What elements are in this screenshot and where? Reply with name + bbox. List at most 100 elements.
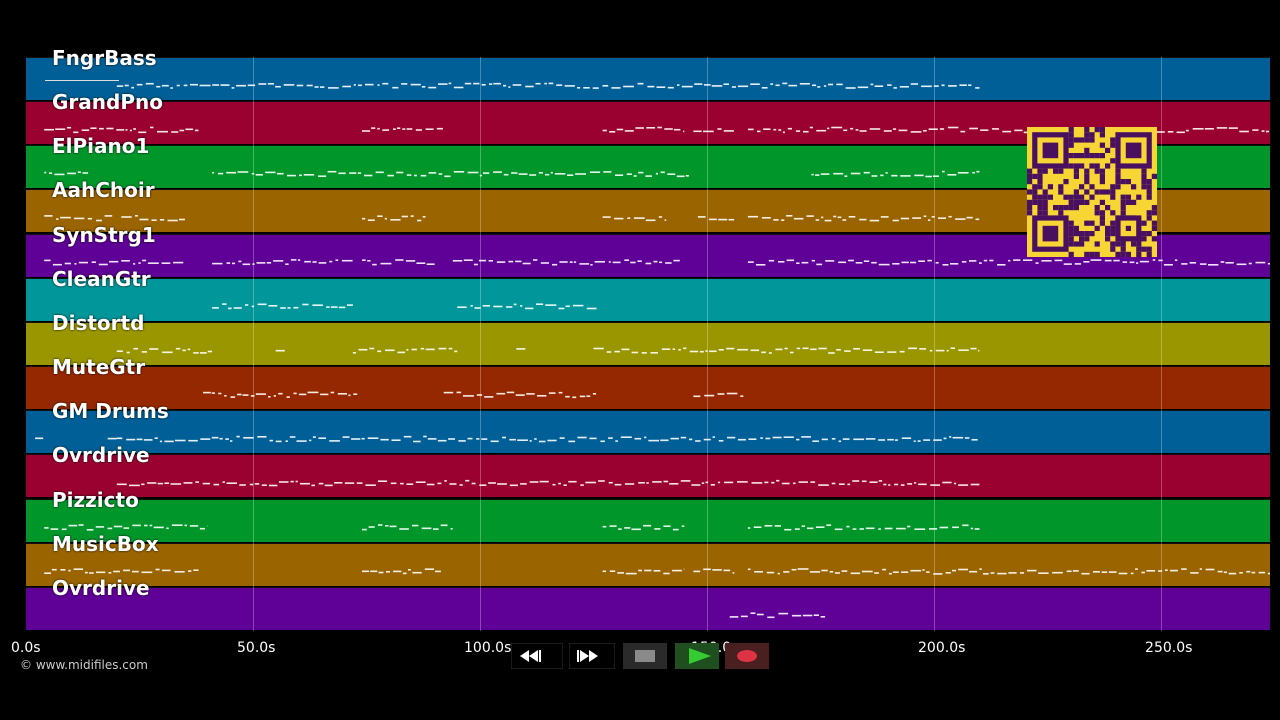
- record-button[interactable]: [725, 643, 769, 669]
- track-row[interactable]: [26, 586, 1270, 630]
- note: [91, 261, 96, 263]
- note: [782, 82, 788, 85]
- note: [95, 526, 105, 528]
- note: [406, 128, 413, 130]
- note: [654, 528, 661, 530]
- time-tick-label: 250.0s: [1145, 640, 1193, 656]
- note: [616, 128, 624, 131]
- note: [575, 173, 586, 175]
- note: [257, 303, 267, 306]
- note: [624, 483, 635, 485]
- note: [708, 218, 717, 221]
- note: [138, 131, 147, 134]
- note: [269, 439, 273, 442]
- note: [361, 437, 365, 440]
- note: [899, 86, 909, 88]
- note: [624, 527, 631, 529]
- rewind-button[interactable]: [511, 643, 563, 669]
- note: [768, 259, 775, 262]
- note: [502, 436, 506, 439]
- track-row[interactable]: [26, 321, 1270, 365]
- note: [810, 348, 817, 351]
- track-row[interactable]: [26, 542, 1270, 586]
- note: [538, 172, 543, 174]
- note: [833, 215, 837, 218]
- note: [126, 438, 136, 441]
- note-layer: [35, 82, 1270, 619]
- note: [258, 83, 267, 85]
- note: [108, 572, 112, 574]
- track-row[interactable]: [26, 277, 1270, 321]
- note: [945, 572, 951, 574]
- note: [297, 259, 301, 261]
- note: [358, 84, 362, 87]
- note: [547, 439, 557, 442]
- note: [136, 438, 143, 441]
- note: [807, 527, 814, 530]
- fast-forward-button[interactable]: [569, 643, 615, 669]
- note: [493, 171, 502, 173]
- track-row[interactable]: [26, 454, 1270, 498]
- note: [609, 570, 616, 572]
- note: [141, 571, 153, 574]
- note: [670, 437, 679, 440]
- note: [372, 263, 377, 266]
- note: [474, 307, 481, 309]
- note: [750, 83, 760, 85]
- note: [213, 483, 220, 486]
- note: [327, 170, 337, 173]
- note: [786, 259, 795, 262]
- note: [878, 439, 886, 441]
- note: [816, 129, 827, 132]
- note: [286, 396, 290, 398]
- note: [151, 219, 157, 221]
- note: [391, 439, 401, 441]
- note: [646, 127, 656, 129]
- note: [237, 171, 249, 173]
- track-row[interactable]: [26, 57, 1270, 100]
- note: [162, 351, 173, 354]
- note: [1239, 572, 1243, 574]
- note: [99, 127, 104, 130]
- note: [503, 84, 507, 87]
- note: [133, 128, 136, 130]
- note: [537, 395, 547, 397]
- note: [188, 570, 192, 572]
- play-button[interactable]: [675, 643, 719, 669]
- note: [614, 483, 622, 486]
- note: [438, 347, 447, 350]
- note: [883, 483, 887, 486]
- note: [727, 436, 736, 439]
- note: [631, 351, 639, 354]
- note: [1108, 571, 1117, 573]
- track-row[interactable]: [26, 498, 1270, 542]
- note: [44, 527, 49, 529]
- note: [782, 131, 785, 134]
- track-row[interactable]: [26, 366, 1270, 410]
- note: [298, 393, 307, 396]
- track-row[interactable]: [26, 410, 1270, 454]
- note: [1041, 260, 1052, 262]
- note: [608, 481, 613, 484]
- note: [411, 348, 417, 351]
- note: [138, 262, 141, 264]
- note: [774, 525, 781, 527]
- note: [252, 263, 255, 265]
- note: [796, 347, 801, 350]
- note: [154, 437, 158, 439]
- note: [979, 568, 982, 570]
- note: [912, 217, 922, 219]
- note: [68, 524, 78, 527]
- note: [901, 437, 912, 439]
- note: [971, 439, 978, 441]
- note: [518, 173, 528, 175]
- note: [212, 171, 215, 174]
- stop-button[interactable]: [623, 643, 667, 669]
- note: [285, 263, 289, 265]
- note: [1008, 259, 1011, 262]
- note: [680, 480, 691, 482]
- note: [933, 439, 942, 441]
- note: [330, 306, 338, 308]
- note: [515, 260, 522, 263]
- note: [189, 525, 199, 527]
